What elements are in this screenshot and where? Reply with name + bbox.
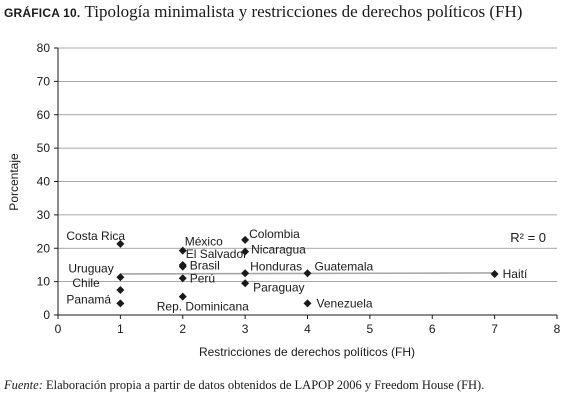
data-point (116, 239, 125, 248)
y-tick-label: 0 (43, 308, 50, 322)
data-label: Rep. Dominicana (157, 300, 249, 314)
data-label: Colombia (249, 227, 300, 241)
chart-title: GRÁFICA 10. Tipología minimalista y rest… (4, 2, 522, 22)
data-label: El Salvador (186, 247, 247, 261)
data-label: Paraguay (253, 280, 304, 294)
y-tick-label: 10 (37, 275, 51, 289)
data-label: Haití (503, 267, 528, 281)
x-tick-labels: 0 1 2 3 4 5 6 7 8 (55, 322, 561, 336)
y-tick-label: 20 (37, 241, 51, 255)
x-tick-label: 8 (554, 322, 561, 336)
source-label: Fuente: (4, 378, 43, 392)
gridlines (58, 47, 557, 283)
x-axis-title: Restricciones de derechos políticos (FH) (199, 345, 415, 359)
source-text: Elaboración propia a partir de datos obt… (46, 378, 485, 392)
y-tick-label: 30 (37, 208, 51, 222)
x-tick-label: 1 (117, 322, 124, 336)
data-point (116, 273, 125, 282)
data-point (178, 274, 187, 283)
x-tick-label: 3 (242, 322, 249, 336)
data-label: Venezuela (317, 296, 373, 310)
x-tick-label: 0 (55, 322, 62, 336)
data-point (178, 246, 187, 255)
data-label: Guatemala (315, 259, 374, 273)
data-point (241, 235, 250, 244)
y-tick-label: 40 (37, 175, 51, 189)
data-point (116, 285, 125, 294)
data-point (241, 269, 250, 278)
figure-number: GRÁFICA 10. (4, 6, 81, 20)
axes (54, 47, 558, 319)
y-tick-labels: 0 10 20 30 40 50 60 70 80 (37, 41, 51, 322)
data-label: Perú (190, 271, 215, 285)
data-point (116, 299, 125, 308)
y-tick-label: 70 (37, 74, 51, 88)
x-tick-label: 6 (429, 322, 436, 336)
data-label: Costa Rica (66, 229, 125, 243)
y-tick-label: 60 (37, 108, 51, 122)
data-points (116, 235, 499, 308)
y-tick-label: 80 (37, 41, 51, 55)
x-tick-label: 5 (367, 322, 374, 336)
data-point (303, 299, 312, 308)
data-point (303, 269, 312, 278)
data-point (490, 269, 499, 278)
data-label: Honduras (250, 259, 302, 273)
data-label: Brasil (190, 259, 220, 273)
x-tick-label: 2 (179, 322, 186, 336)
x-tick-label: 7 (491, 322, 498, 336)
y-axis-title: Porcentaje (7, 153, 21, 211)
data-label: Uruguay (68, 261, 113, 275)
data-point (241, 279, 250, 288)
data-label: Nicaragua (251, 243, 306, 257)
data-point (178, 262, 187, 271)
x-tick-label: 4 (304, 322, 311, 336)
r-squared-annotation: R² = 0 (510, 230, 546, 245)
data-point (178, 292, 187, 301)
data-point (241, 247, 250, 256)
data-label: Chile (72, 276, 100, 290)
data-label: México (185, 235, 223, 249)
y-tick-label: 50 (37, 141, 51, 155)
data-label: Panamá (66, 292, 111, 306)
source-note: Fuente: Elaboración propia a partir de d… (4, 378, 484, 393)
figure-title: Tipología minimalista y restricciones de… (84, 2, 523, 21)
